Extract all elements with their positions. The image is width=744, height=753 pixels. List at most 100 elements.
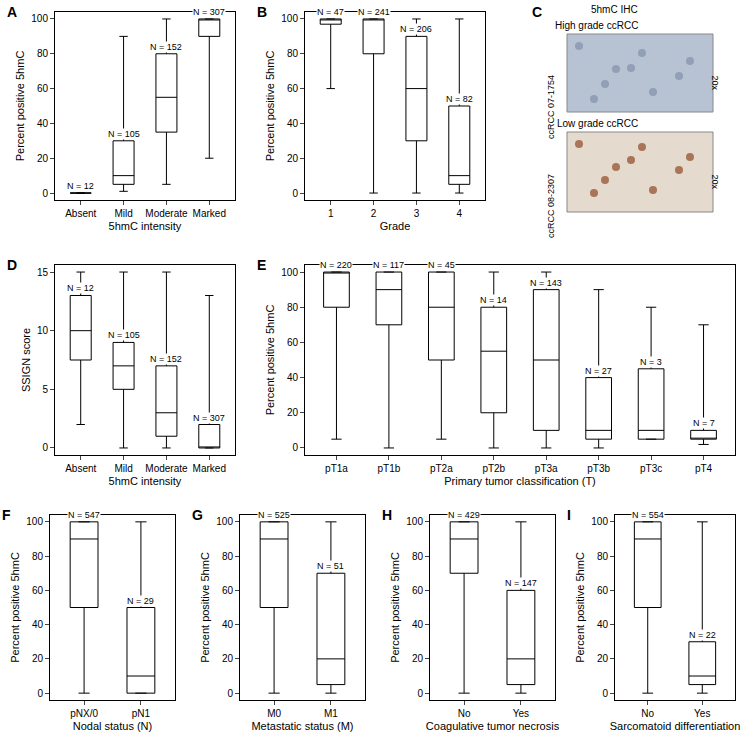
svg-text:N = 12: N = 12 [67,181,94,191]
svg-text:N = 206: N = 206 [400,24,432,34]
svg-text:20: 20 [222,653,234,664]
svg-text:N = 47: N = 47 [317,7,344,17]
svg-text:pT3b: pT3b [587,463,610,474]
svg-text:pT3a: pT3a [535,463,558,474]
svg-text:F: F [2,507,11,523]
svg-text:5: 5 [42,384,48,395]
svg-text:40: 40 [222,619,234,630]
svg-text:0: 0 [37,688,43,699]
svg-text:Primary tumor classification (: Primary tumor classification (T) [444,475,596,487]
svg-text:N = 105: N = 105 [108,330,140,340]
svg-text:A: A [7,4,17,20]
svg-text:N = 105: N = 105 [108,129,140,139]
svg-text:N = 51: N = 51 [317,561,344,571]
svg-text:0: 0 [602,688,608,699]
svg-text:pT2a: pT2a [430,463,453,474]
svg-text:100: 100 [216,516,233,527]
svg-text:pT3c: pT3c [640,463,662,474]
svg-text:N = 29: N = 29 [127,596,154,606]
svg-text:40: 40 [287,118,299,129]
svg-text:0: 0 [42,442,48,453]
svg-text:Percent positive 5hmC: Percent positive 5hmC [389,552,401,663]
svg-text:0: 0 [417,688,423,699]
svg-text:5hmC IHC: 5hmC IHC [591,4,638,15]
svg-text:0: 0 [42,188,48,199]
svg-text:Sarcomatoid differentiation: Sarcomatoid differentiation [610,720,741,732]
svg-text:40: 40 [37,118,49,129]
svg-text:N = 12: N = 12 [67,283,94,293]
svg-text:Percent positive 5hmC: Percent positive 5hmC [264,51,276,162]
svg-text:N = 429: N = 429 [448,510,480,520]
svg-text:pT4: pT4 [695,463,713,474]
svg-text:M1: M1 [324,708,338,719]
svg-text:Absent: Absent [65,463,96,474]
svg-text:Percent positive 5hmC: Percent positive 5hmC [14,51,26,162]
svg-text:N = 27: N = 27 [585,366,612,376]
svg-text:N = 7: N = 7 [693,418,715,428]
svg-text:No: No [641,708,654,719]
svg-text:20: 20 [287,153,299,164]
svg-text:Percent positive 5hmC: Percent positive 5hmC [574,552,586,663]
svg-text:Yes: Yes [694,708,710,719]
svg-text:N = 525: N = 525 [258,510,290,520]
svg-text:100: 100 [31,13,48,24]
svg-text:pN1: pN1 [132,708,151,719]
svg-text:20: 20 [412,653,424,664]
svg-text:60: 60 [37,83,49,94]
svg-text:4: 4 [457,208,463,219]
svg-text:N = 82: N = 82 [446,94,473,104]
svg-text:N = 307: N = 307 [193,7,225,17]
svg-text:60: 60 [287,337,299,348]
svg-text:60: 60 [287,83,299,94]
svg-text:80: 80 [412,551,424,562]
svg-text:20: 20 [32,653,44,664]
svg-text:100: 100 [591,516,608,527]
svg-text:N = 14: N = 14 [480,295,507,305]
svg-text:40: 40 [32,619,44,630]
svg-text:SSIGN score: SSIGN score [20,328,32,392]
svg-text:0: 0 [292,188,298,199]
svg-text:C: C [532,4,542,20]
svg-text:N = 147: N = 147 [505,578,537,588]
svg-text:2: 2 [371,208,377,219]
svg-text:Moderate: Moderate [145,208,188,219]
svg-text:Percent positive 5hmC: Percent positive 5hmC [9,552,21,663]
svg-text:E: E [257,257,266,273]
svg-text:80: 80 [287,302,299,313]
svg-text:N = 22: N = 22 [689,630,716,640]
svg-text:pNX/0: pNX/0 [70,708,98,719]
svg-text:N = 547: N = 547 [68,510,100,520]
svg-text:100: 100 [26,516,43,527]
svg-text:40: 40 [597,619,609,630]
svg-text:5hmC intensity: 5hmC intensity [109,220,182,232]
svg-text:N = 45: N = 45 [428,260,455,270]
svg-text:100: 100 [406,516,423,527]
svg-text:Grade: Grade [380,220,411,232]
svg-text:pT2b: pT2b [482,463,505,474]
svg-text:No: No [458,708,471,719]
svg-text:G: G [192,507,203,523]
svg-text:B: B [257,4,267,20]
svg-text:80: 80 [32,551,44,562]
svg-text:N = 241: N = 241 [358,7,390,17]
svg-text:Marked: Marked [193,208,226,219]
svg-text:ccRCC 07-1754: ccRCC 07-1754 [546,75,556,139]
svg-text:Absent: Absent [65,208,96,219]
svg-text:pT1b: pT1b [378,463,401,474]
svg-text:20x: 20x [710,76,720,91]
svg-text:N = 143: N = 143 [530,278,562,288]
svg-text:0: 0 [292,442,298,453]
svg-text:5hmC intensity: 5hmC intensity [109,475,182,487]
svg-text:20: 20 [287,407,299,418]
svg-text:80: 80 [287,48,299,59]
svg-text:N = 3: N = 3 [640,357,662,367]
svg-text:N = 152: N = 152 [150,354,182,364]
svg-text:ccRCC 08-2307: ccRCC 08-2307 [546,174,556,238]
svg-text:60: 60 [222,585,234,596]
svg-text:10: 10 [37,325,49,336]
svg-text:N = 152: N = 152 [150,42,182,52]
svg-text:Coagulative tumor necrosis: Coagulative tumor necrosis [426,720,560,732]
svg-text:80: 80 [222,551,234,562]
svg-text:15: 15 [37,267,49,278]
svg-text:Percent positive 5hmC: Percent positive 5hmC [199,552,211,663]
